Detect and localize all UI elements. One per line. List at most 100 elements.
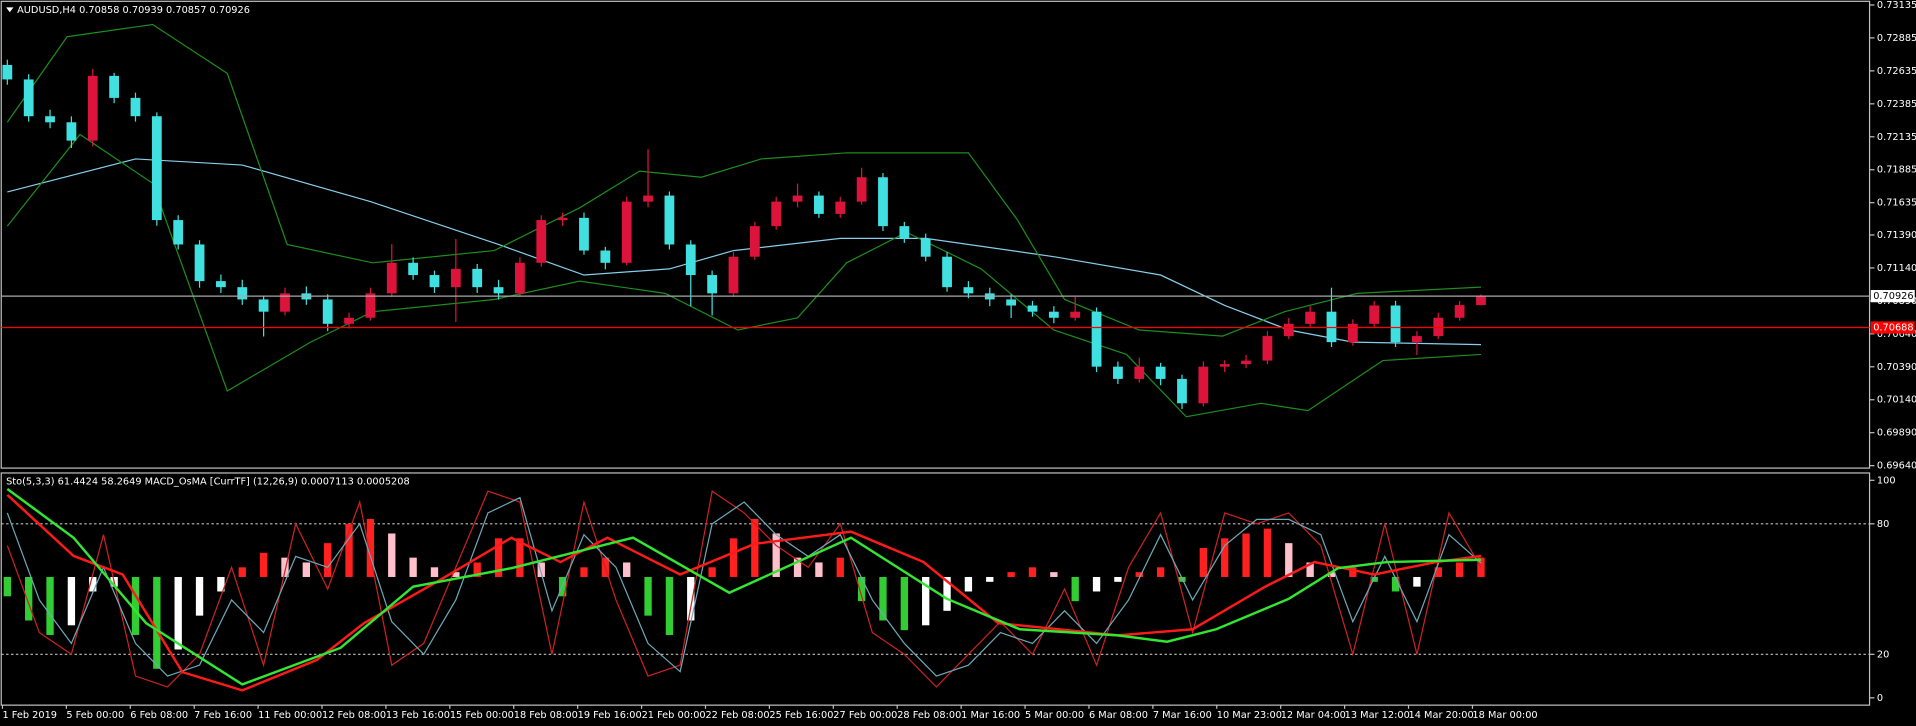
x-tick-label: 13 Feb 16:00 — [386, 710, 450, 721]
candle-body — [1113, 366, 1123, 379]
candle-body — [1198, 366, 1209, 404]
candle-body — [963, 287, 974, 294]
candle-body — [557, 217, 568, 221]
candle-body — [942, 256, 952, 288]
candle-body — [1454, 305, 1465, 318]
indicator-line — [7, 158, 1482, 346]
y-tick-label: 0.70140 — [1877, 395, 1916, 406]
candle-body — [258, 299, 269, 312]
histogram-bar — [857, 576, 866, 602]
x-tick-label: 11 Feb 00:00 — [258, 710, 322, 721]
histogram-bar — [3, 576, 11, 597]
histogram-bar — [1199, 547, 1208, 577]
histogram-bar — [665, 576, 674, 635]
candle-body — [1305, 311, 1316, 324]
candle-body — [771, 201, 782, 227]
y-tick-label: 100 — [1877, 475, 1896, 486]
histogram-bar — [1434, 567, 1442, 577]
y-tick-label: 20 — [1877, 649, 1889, 660]
candle-body — [130, 97, 141, 117]
candle-body — [1262, 336, 1273, 361]
candle-body — [856, 177, 867, 202]
histogram-bar — [1007, 572, 1015, 577]
histogram-bar — [986, 576, 994, 582]
x-tick-label: 21 Feb 00:00 — [642, 710, 706, 721]
candle-body — [536, 220, 547, 263]
x-tick-label: 15 Feb 00:00 — [450, 710, 514, 721]
y-tick-label: 0.72385 — [1877, 99, 1916, 110]
y-tick-label: 0.71390 — [1877, 230, 1916, 241]
candle-body — [280, 293, 290, 312]
candle-body — [1476, 296, 1486, 306]
x-tick-label: 14 Mar 20:00 — [1409, 710, 1474, 721]
y-tick-label: 0.70390 — [1877, 362, 1916, 373]
candle-body — [1006, 299, 1017, 306]
histogram-bar — [1285, 543, 1293, 577]
candle-body — [472, 268, 483, 288]
y-tick-label: 0.69890 — [1877, 428, 1916, 439]
candle-body — [408, 262, 419, 276]
histogram-bar — [836, 557, 844, 577]
histogram-bar — [922, 576, 930, 626]
candle-body — [1048, 311, 1059, 318]
x-tick-label: 10 Mar 23:00 — [1217, 710, 1282, 721]
candle-body — [1155, 366, 1166, 379]
candle-body — [600, 250, 611, 263]
candle-body — [1347, 323, 1358, 343]
x-tick-label: 28 Feb 08:00 — [897, 710, 961, 721]
histogram-bar — [1349, 567, 1357, 577]
candle-body — [515, 262, 525, 294]
candle-body — [23, 79, 34, 117]
x-tick-label: 12 Mar 04:00 — [1281, 710, 1346, 721]
histogram-bar — [89, 576, 97, 592]
y-tick-label: 80 — [1877, 519, 1889, 530]
candle-body — [1412, 336, 1422, 343]
histogram-bar — [281, 557, 289, 577]
histogram-bar — [1413, 576, 1421, 587]
y-tick-label: 0.69640 — [1877, 461, 1916, 472]
candle-body — [899, 226, 910, 239]
candle-body — [344, 317, 354, 324]
histogram-bar — [345, 523, 353, 577]
price-title: AUDUSD,H4 0.70858 0.70939 0.70857 0.7092… — [17, 5, 250, 16]
candle-body — [493, 287, 504, 294]
x-tick-label: 18 Feb 08:00 — [514, 710, 578, 721]
y-tick-label: 0.73135 — [1877, 0, 1916, 11]
y-tick-label: 0.71635 — [1877, 198, 1916, 209]
candle-body — [643, 195, 653, 202]
indicator-line — [6, 490, 1482, 688]
x-tick-label: 22 Feb 08:00 — [705, 710, 769, 721]
indicator-line — [6, 133, 1482, 418]
candle-body — [1091, 311, 1102, 367]
y-tick-label: 0 — [1877, 693, 1883, 704]
histogram-bar — [25, 576, 33, 621]
candle-body — [429, 275, 440, 288]
histogram-bar — [580, 567, 588, 577]
symbol-menu-arrow[interactable] — [6, 7, 14, 13]
x-tick-label: 7 Feb 16:00 — [194, 710, 252, 721]
x-tick-label: 25 Feb 16:00 — [769, 710, 833, 721]
candle-body — [1027, 305, 1038, 312]
price-level-label: 0.70926 — [1873, 291, 1913, 302]
histogram-bar — [388, 533, 396, 577]
x-tick-label: 12 Feb 08:00 — [322, 710, 386, 721]
histogram-bar — [900, 576, 909, 631]
histogram-bar — [259, 552, 268, 577]
x-tick-label: 6 Mar 08:00 — [1089, 710, 1148, 721]
histogram-bar — [1156, 567, 1165, 577]
candle-body — [878, 177, 888, 227]
histogram-bar — [174, 576, 182, 650]
x-tick-label: 13 Mar 12:00 — [1345, 710, 1410, 721]
x-tick-label: 7 Mar 16:00 — [1153, 710, 1212, 721]
price-level-box — [1870, 321, 1915, 334]
y-tick-label: 0.72135 — [1877, 132, 1916, 143]
price-level-label: 0.70688 — [1873, 323, 1913, 334]
y-tick-label: 0.72885 — [1877, 33, 1916, 44]
indicator-line — [6, 496, 1482, 677]
oscillator-title: Sto(5,3,3) 61.4424 58.2649 MACD_OsMA [Cu… — [6, 477, 410, 488]
histogram-bar — [366, 518, 375, 577]
x-tick-label: 1 Mar 16:00 — [961, 710, 1020, 721]
histogram-bar — [729, 538, 738, 577]
y-tick-label: 0.71140 — [1877, 263, 1916, 274]
